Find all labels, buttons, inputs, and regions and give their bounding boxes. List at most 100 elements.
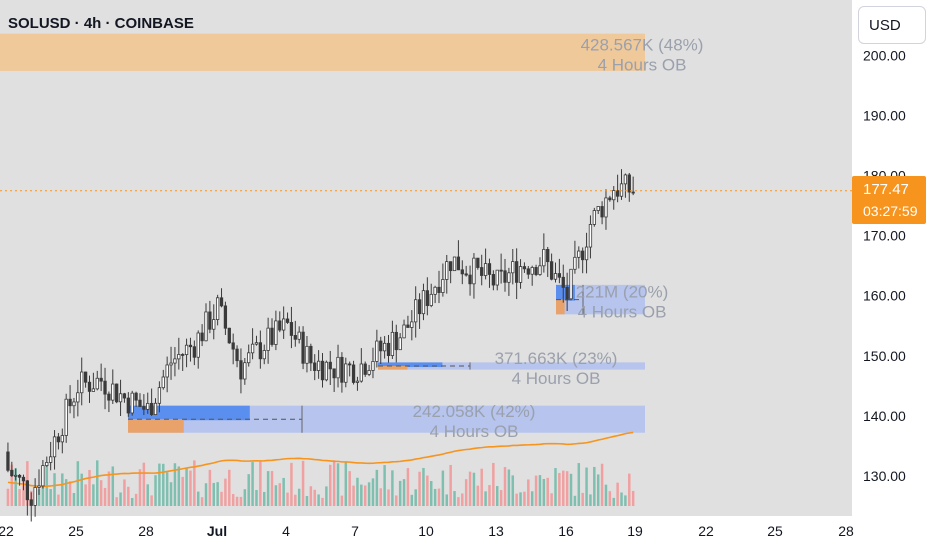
candle-body: [243, 362, 247, 380]
volume-bar: [484, 491, 487, 506]
price-axis-panel: [852, 0, 932, 550]
candle-body: [584, 246, 589, 261]
volume-bar: [495, 486, 499, 506]
volume-bar: [22, 479, 25, 506]
candle-body: [173, 358, 177, 364]
bar-countdown: 03:27:59: [863, 203, 918, 219]
volume-bar: [115, 497, 118, 506]
volume-bar: [231, 494, 235, 506]
volume-bar: [387, 489, 390, 506]
volume-bar: [14, 468, 17, 506]
candle-body: [134, 392, 138, 401]
order-block-volume-bar: [378, 366, 408, 370]
candle-body: [468, 274, 472, 285]
candle-body: [68, 398, 72, 407]
candle-body: [406, 324, 410, 328]
y-tick-label: 140.00: [863, 408, 906, 424]
candle-body: [250, 343, 255, 354]
volume-bar: [92, 484, 95, 506]
volume-bar: [480, 468, 483, 506]
candle-body: [231, 342, 235, 350]
currency-button[interactable]: USD: [858, 6, 926, 44]
volume-bar: [453, 491, 456, 506]
order-block-zone: [378, 362, 645, 370]
candle-body: [546, 249, 550, 263]
volume-bar: [321, 497, 324, 506]
volume-bar: [193, 460, 196, 506]
candle-body: [499, 269, 503, 272]
volume-bar: [585, 467, 588, 506]
volume-bar: [371, 478, 375, 506]
symbol-title[interactable]: SOLUSD · 4h · COINBASE: [8, 15, 194, 32]
volume-bar: [538, 475, 542, 506]
volume-bar: [224, 478, 227, 506]
volume-bar: [200, 497, 204, 506]
volume-bar: [356, 477, 359, 506]
candle-body: [41, 465, 45, 487]
candle-body: [99, 377, 103, 382]
volume-bar: [165, 472, 169, 506]
volume-bar: [631, 490, 635, 506]
volume-bar: [589, 494, 592, 506]
volume-bar: [243, 489, 247, 506]
volume-bar: [220, 491, 223, 506]
volume-bar: [476, 485, 480, 506]
candle-body: [200, 332, 204, 342]
candle-body: [301, 331, 305, 364]
candle-body: [285, 318, 290, 323]
x-tick-label: 16: [558, 523, 574, 539]
candle-body: [196, 332, 200, 358]
volume-bar: [550, 493, 553, 506]
order-block-value-label: 428.567K (48%): [581, 35, 704, 54]
volume-bar: [49, 489, 52, 506]
candle-body: [25, 480, 30, 501]
y-tick-label: 160.00: [863, 288, 906, 304]
candle-body: [476, 257, 480, 268]
x-tick-label: 19: [627, 523, 643, 539]
candle-body: [91, 388, 96, 392]
moving-average-layer: [7, 431, 634, 488]
volume-bar: [123, 479, 126, 506]
candle-body: [480, 267, 484, 276]
candle-body: [56, 436, 61, 443]
volume-bar: [127, 486, 130, 506]
volume-bar: [76, 461, 80, 506]
volume-bar: [259, 461, 262, 506]
volume-bar: [418, 471, 421, 506]
volume-bar: [410, 494, 414, 506]
volume-bar: [527, 479, 530, 506]
candle-body: [153, 402, 158, 415]
x-tick-label: Jul: [207, 523, 227, 539]
volume-bar: [266, 471, 270, 506]
volume-bar: [352, 485, 355, 506]
volume-bar: [274, 485, 278, 506]
candle-body: [542, 249, 546, 267]
volume-bar: [208, 469, 212, 506]
candle-body: [328, 361, 332, 370]
candle-body: [348, 363, 352, 366]
x-tick-label: 28: [838, 523, 854, 539]
volume-bar: [45, 462, 49, 506]
volume-bar: [282, 477, 285, 506]
candle-body: [456, 256, 461, 271]
order-block-tf-label: 4 Hours OB: [430, 422, 519, 441]
volume-bar: [612, 497, 615, 506]
order-block-tf-label: 4 Hours OB: [512, 369, 601, 388]
candle-body: [45, 462, 49, 466]
volume-bar: [313, 489, 316, 506]
candle-body: [367, 370, 371, 375]
candle-body: [577, 250, 581, 258]
candle-body: [6, 451, 10, 471]
volume-bar: [154, 475, 157, 506]
candle-body: [239, 360, 243, 380]
candle-body: [49, 456, 53, 463]
candle-body: [398, 337, 402, 351]
candle-body: [441, 279, 445, 293]
candle-body: [146, 402, 150, 410]
candle-body: [142, 406, 146, 410]
volume-bar: [554, 468, 557, 506]
y-tick-label: 150.00: [863, 348, 906, 364]
